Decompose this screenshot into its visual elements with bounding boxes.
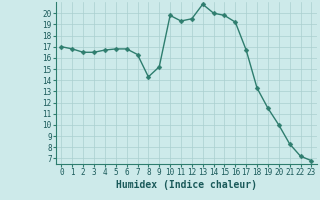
X-axis label: Humidex (Indice chaleur): Humidex (Indice chaleur) xyxy=(116,180,257,190)
